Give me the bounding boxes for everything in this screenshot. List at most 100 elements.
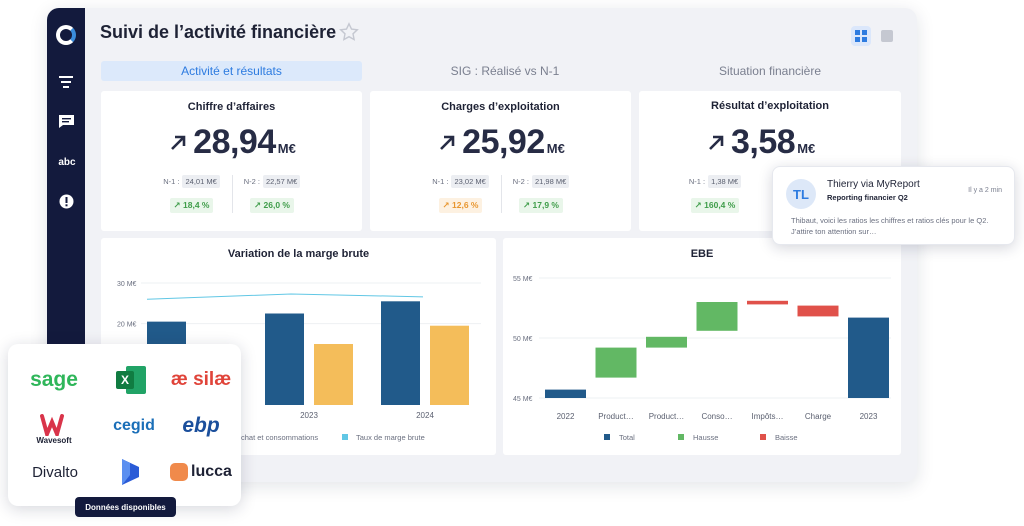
n1-value: 23,02 M€ [451, 175, 489, 188]
alert-icon[interactable] [58, 193, 74, 209]
waterfall-bar [747, 300, 788, 305]
x-tick-label: Conso… [701, 412, 732, 421]
n2-value: 22,57 M€ [262, 175, 301, 188]
bar [381, 301, 420, 405]
waterfall-bar [797, 305, 839, 317]
n2-value: 21,98 M€ [531, 175, 570, 188]
n2-label: N-2 : [243, 177, 260, 186]
kpi-unit: M€ [797, 141, 816, 156]
integrations-panel: sage X æ silæ Wavesoft cegid ebp Divalto… [8, 344, 241, 506]
y-tick-label: 45 M€ [513, 396, 533, 403]
x-tick-label: 2024 [416, 411, 434, 420]
chart-card-ebe: EBE 55 M€ 50 M€ 45 M€ 2022 Product… Product… C… [503, 238, 901, 455]
kpi-value: 3,58 M€ [639, 123, 901, 162]
kpi-title: Résultat d’exploitation [711, 100, 829, 112]
bar [314, 344, 353, 405]
x-tick-label: 2023 [300, 411, 318, 420]
kpi-number: 25,92 [462, 123, 545, 161]
kpi-number: 3,58 [731, 123, 796, 161]
ebp-logo: ebp [182, 414, 220, 437]
excel-logo: X [106, 360, 156, 400]
waterfall-bar [545, 389, 586, 398]
legend-label: chat et consommations [241, 433, 318, 442]
delta-badge: ↗ 12,6 % [438, 198, 483, 213]
page-title: Suivi de l’activité financière [100, 22, 337, 42]
text-format-icon[interactable]: abc [58, 156, 76, 168]
divalto-logo: Divalto [32, 463, 78, 481]
tab-activite[interactable]: Activité et résultats [101, 61, 362, 81]
ebe-chart: 55 M€ 50 M€ 45 M€ 2022 Product… Product… Conso… [513, 276, 891, 442]
y-tick-label: 20 M€ [117, 322, 137, 329]
trend-up-icon [709, 135, 724, 150]
kpi-unit: M€ [277, 141, 296, 156]
chart-title: Variation de la marge brute [227, 248, 370, 260]
n2-label: N-2 : [512, 177, 529, 186]
avatar: TL [786, 179, 816, 209]
silae-logo: æ silæ [170, 369, 232, 390]
favorite-star-icon[interactable] [339, 22, 359, 42]
app-logo[interactable] [56, 25, 76, 45]
bar [430, 325, 469, 405]
kpi-title: Charges d’exploitation [441, 101, 560, 113]
legend-swatch [678, 434, 684, 440]
kpi-value: 28,94 M€ [101, 123, 362, 162]
notification-card[interactable]: TL Thierry via MyReport Reporting financ… [772, 166, 1015, 245]
kpi-title: Chiffre d’affaires [187, 101, 276, 113]
n1-label: N-1 : [163, 177, 180, 186]
cegid-logo: cegid [113, 417, 155, 434]
kpi-n1: N-1 :24,01 M€ ↗ 18,4 % [152, 175, 232, 213]
waterfall-bar [595, 347, 637, 378]
waterfall-bar [646, 336, 687, 348]
kpi-value: 25,92 M€ [370, 123, 631, 162]
kpi-card-chiffre-affaires: Chiffre d’affaires 28,94 M€ N-1 :24,01 M… [101, 91, 362, 231]
filter-icon[interactable] [58, 74, 74, 90]
grid-icon [855, 30, 867, 42]
lucca-logo: lucca [166, 452, 236, 492]
notification-subject: Reporting financier Q2 [827, 193, 908, 202]
kpi-n1: N-1 :1,38 M€ ↗ 160,4 % [675, 175, 755, 213]
x-tick-label: 2022 [557, 412, 575, 421]
legend-label: Total [619, 433, 635, 442]
x-tick-label: Impôts… [751, 412, 783, 421]
delta-badge: ↗ 17,9 % [519, 198, 563, 213]
legend-swatch [760, 434, 766, 440]
legend-swatch [604, 434, 610, 440]
bar [265, 313, 304, 405]
legend-label: Baisse [775, 433, 798, 442]
kpi-card-charges: Charges d’exploitation 25,92 M€ N-1 :23,… [370, 91, 631, 231]
waterfall-bar [696, 302, 738, 331]
comments-icon[interactable] [58, 113, 74, 129]
waterfall-bar [848, 317, 889, 398]
n1-value: 1,38 M€ [708, 175, 742, 188]
marge-brute-chart: 30 M€ 20 M€ 2023 2024 chat et consommations T… [117, 281, 481, 442]
kpi-comparisons: N-1 :23,02 M€ ↗ 12,6 % N-2 :21,98 M€ ↗ 1… [370, 175, 631, 213]
sage-logo: sage [30, 368, 78, 391]
dynamics-logo [106, 452, 156, 492]
y-tick-label: 50 M€ [513, 336, 533, 343]
delta-badge: ↗ 160,4 % [690, 198, 740, 213]
n1-label: N-1 : [688, 177, 706, 186]
kpi-comparisons: N-1 :24,01 M€ ↗ 18,4 % N-2 :22,57 M€ ↗ 2… [101, 175, 362, 213]
tab-situation[interactable]: Situation financière [718, 64, 822, 78]
kpi-unit: M€ [546, 141, 565, 156]
delta-badge: ↗ 18,4 % [169, 198, 214, 213]
kpi-n1: N-1 :23,02 M€ ↗ 12,6 % [421, 175, 501, 213]
kpi-number: 28,94 [193, 123, 276, 161]
notification-time: Il y a 2 min [968, 187, 1002, 194]
x-tick-label: Product… [649, 412, 685, 421]
delta-badge: ↗ 26,0 % [250, 198, 294, 213]
chart-title: EBE [690, 248, 714, 260]
notification-message: Thibaut, voici les ratios les chiffres e… [791, 216, 989, 236]
legend-label: Hausse [693, 433, 718, 442]
legend-swatch [342, 434, 348, 440]
single-view-toggle[interactable] [881, 30, 893, 42]
data-available-badge: Données disponibles [75, 497, 176, 517]
grid-view-toggle[interactable] [851, 26, 871, 46]
series-line [146, 293, 424, 300]
wavesoft-logo: Wavesoft [24, 406, 84, 452]
tab-sig[interactable]: SIG : Réalisé vs N-1 [450, 64, 560, 78]
y-tick-label: 55 M€ [513, 276, 533, 283]
trend-up-icon [171, 135, 186, 150]
trend-up-icon [440, 135, 455, 150]
x-tick-label: 2023 [860, 412, 878, 421]
